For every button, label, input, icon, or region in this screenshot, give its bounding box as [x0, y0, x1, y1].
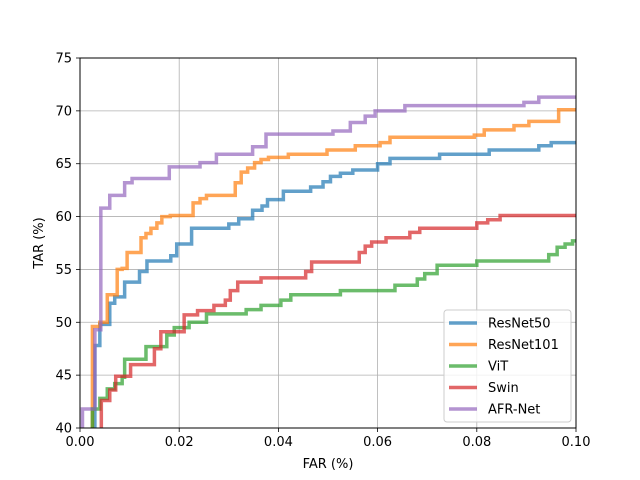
- legend: ResNet50 ResNet101 ViT Swin AFR-Net: [443, 309, 572, 423]
- y-tick-label: 60: [55, 210, 72, 225]
- series-group: [80, 95, 576, 428]
- series-line-resnet50: [93, 140, 576, 428]
- x-tick-label: 0.08: [462, 435, 491, 450]
- legend-label-resnet50: ResNet50: [488, 317, 551, 332]
- legend-label-afr-net: AFR-Net: [488, 403, 540, 418]
- y-tick-label: 65: [55, 157, 72, 172]
- legend-label-resnet101: ResNet101: [488, 338, 559, 353]
- y-tick-label: 40: [55, 422, 72, 437]
- legend-label-swin: Swin: [488, 381, 519, 396]
- x-tick-label: 0.04: [264, 435, 293, 450]
- y-tick-label: 75: [55, 52, 72, 67]
- plot-frame: [79, 57, 577, 429]
- x-tick-label: 0.02: [165, 435, 194, 450]
- x-tick-label: 0.10: [562, 435, 591, 450]
- legend-label-vit: ViT: [488, 360, 508, 375]
- x-axis-ticks: 0.00 0.02 0.04 0.06 0.08 0.10: [66, 428, 591, 450]
- y-tick-label: 55: [55, 263, 72, 278]
- x-tick-label: 0.00: [66, 435, 95, 450]
- series-line-vit: [90, 239, 576, 428]
- y-axis-label: TAR (%): [32, 217, 47, 270]
- series-line-resnet101: [90, 108, 576, 428]
- series-line-swin: [99, 213, 576, 428]
- y-tick-label: 70: [55, 104, 72, 119]
- y-tick-label: 50: [55, 316, 72, 331]
- x-axis-label: FAR (%): [303, 457, 354, 472]
- y-tick-label: 45: [55, 369, 72, 384]
- legend-box: [443, 309, 572, 423]
- series-line-afr-net: [80, 95, 576, 428]
- x-tick-label: 0.06: [363, 435, 392, 450]
- y-axis-ticks: 40 45 50 55 60 65 70 75: [55, 52, 80, 437]
